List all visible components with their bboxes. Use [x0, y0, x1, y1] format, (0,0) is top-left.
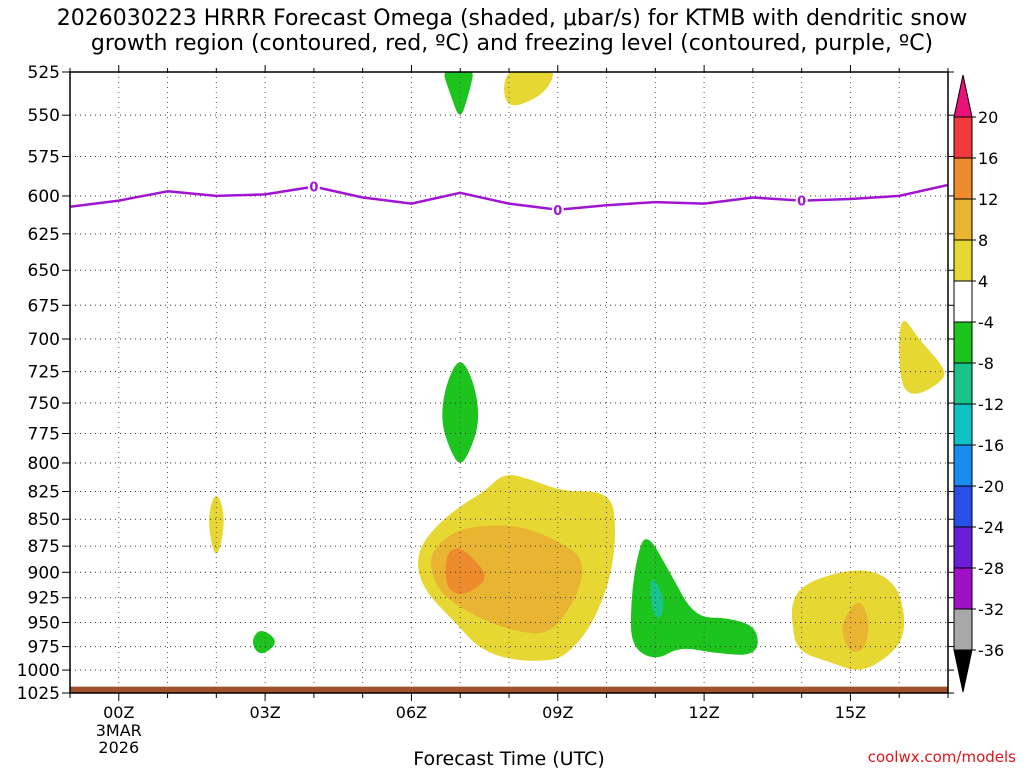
x-tick-sublabel: 2026	[98, 738, 139, 757]
y-tick-label: 525	[28, 63, 60, 83]
colorbar-band-11	[953, 526, 973, 569]
colorbar-label: -12	[978, 395, 1004, 414]
x-tick-label: 00Z	[103, 703, 134, 722]
freezing-label-bg	[795, 192, 808, 209]
omega-region-6	[252, 630, 275, 654]
colorbar-top-triangle	[953, 74, 973, 118]
colorbar-label: 16	[978, 149, 998, 168]
colorbar-band-1	[953, 116, 973, 159]
title-line-1: 2026030223 HRRR Forecast Omega (shaded, …	[56, 6, 968, 31]
colorbar-label: -4	[978, 313, 994, 332]
colorbar-band-9	[953, 444, 973, 487]
y-tick-label: 750	[28, 394, 60, 414]
omega-region-13	[650, 579, 664, 618]
colorbar-label: 4	[978, 272, 988, 291]
freezing-level-label: 0	[553, 204, 562, 219]
colorbar-band-7	[953, 362, 973, 405]
colorbar-label: 20	[978, 108, 998, 127]
omega-region-11	[842, 602, 869, 652]
y-tick-label: 650	[28, 261, 60, 281]
y-tick-label: 675	[28, 296, 60, 316]
y-tick-label: 775	[28, 424, 60, 444]
x-axis-label: Forecast Time (UTC)	[413, 748, 604, 768]
colorbar-label: 8	[978, 231, 988, 250]
colorbar-label: -36	[978, 641, 1004, 660]
y-tick-label: 950	[28, 613, 60, 633]
freezing-level-label: 0	[797, 195, 806, 210]
colorbar-label: -8	[978, 354, 994, 373]
y-tick-label: 875	[28, 537, 60, 557]
omega-region-8	[431, 525, 583, 634]
y-tick-label: 625	[28, 225, 60, 245]
colorbar-band-6	[953, 321, 973, 364]
colorbar-label: -16	[978, 436, 1004, 455]
title-line-2: growth region (contoured, red, ºC) and f…	[90, 31, 934, 56]
x-tick-label: 09Z	[542, 703, 573, 722]
colorbar-bottom-triangle	[953, 649, 973, 693]
freezing-level-label: 0	[309, 181, 318, 196]
colorbar-band-12	[953, 567, 973, 610]
omega-region-1	[444, 72, 473, 115]
ground-layer	[70, 686, 948, 693]
ground-terrain	[70, 686, 948, 693]
colorbar-band-5	[953, 280, 973, 323]
colorbar-band-8	[953, 403, 973, 446]
y-tick-label: 850	[28, 510, 60, 530]
omega-region-5	[209, 495, 224, 554]
omega-region-9	[445, 548, 485, 594]
y-tick-label: 550	[28, 106, 60, 126]
colorbar: 20 16 12 8 4 -4 -8 -12 -16 -20 -24 -28 -32 -36	[953, 74, 1004, 693]
y-tick-label: 725	[28, 363, 60, 383]
y-tick-label: 925	[28, 589, 60, 609]
y-tick-label: 800	[28, 454, 60, 474]
colorbar-label: -28	[978, 559, 1004, 578]
colorbar-label: -32	[978, 600, 1004, 619]
omega-shading-layer	[209, 72, 945, 670]
y-tick-label: 1000	[17, 661, 60, 681]
y-tick-label: 700	[28, 330, 60, 350]
colorbar-band-13	[953, 608, 973, 651]
y-axis: 525 550 575 600 625 650 675 700 725 750 775 800 825 8…	[17, 63, 954, 704]
chart-title: 2026030223 HRRR Forecast Omega (shaded, …	[0, 6, 1024, 56]
x-tick-label: 03Z	[249, 703, 280, 722]
y-tick-label: 575	[28, 147, 60, 167]
y-tick-label: 975	[28, 638, 60, 658]
x-tick-sublabel: 3MAR	[96, 721, 142, 740]
colorbar-label: 12	[978, 190, 998, 209]
omega-region-2	[504, 72, 553, 106]
freezing-level-layer: 0 0 0	[70, 178, 948, 219]
y-tick-label: 825	[28, 483, 60, 503]
colorbar-label: -24	[978, 518, 1004, 537]
x-tick-label: 12Z	[688, 703, 719, 722]
y-tick-label: 1025	[17, 684, 60, 704]
credit-link[interactable]: coolwx.com/models	[867, 748, 1016, 766]
colorbar-band-2	[953, 157, 973, 200]
x-tick-label: 15Z	[835, 703, 866, 722]
colorbar-band-10	[953, 485, 973, 528]
omega-region-12	[630, 539, 758, 658]
freezing-label-bg	[307, 178, 320, 195]
y-tick-label: 900	[28, 563, 60, 583]
omega-region-3	[899, 320, 945, 394]
colorbar-band-4	[953, 239, 973, 282]
x-tick-label: 06Z	[396, 703, 427, 722]
colorbar-band-3	[953, 198, 973, 241]
colorbar-label: -20	[978, 477, 1004, 496]
y-tick-label: 600	[28, 187, 60, 207]
freezing-label-bg	[551, 201, 564, 218]
